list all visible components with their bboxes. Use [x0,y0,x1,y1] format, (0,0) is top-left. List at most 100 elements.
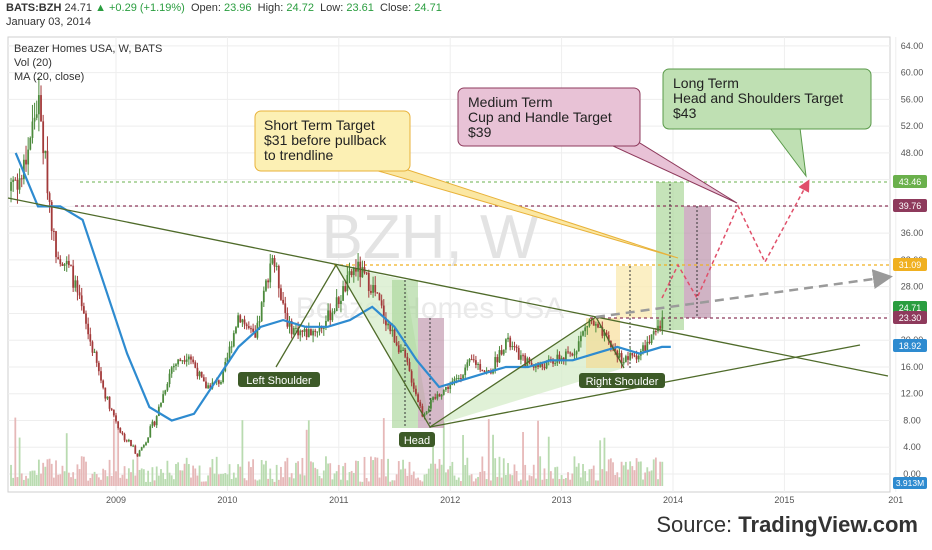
symbol-name: BATS:BZH [6,2,62,14]
volume-bar [389,481,392,486]
volume-bar [235,477,237,486]
volume-bar [567,472,569,486]
volume-bar [52,477,55,486]
candle-body [530,362,533,365]
volume-bar [70,477,72,486]
x-tick-label: 2012 [440,495,460,505]
volume-bar [397,461,400,486]
medium-term-line-1: Medium Term [468,94,553,110]
volume-bar [605,471,608,486]
volume-bar [63,471,66,486]
trendlines [7,197,893,428]
volume-bar [393,480,396,486]
candle-body [350,271,353,276]
candle-body [637,355,640,360]
candle-body [367,272,370,291]
candle-body [252,328,255,332]
volume-bar [119,477,122,486]
volume-bar [224,473,227,486]
volume-bar [288,477,291,486]
volume-bar [316,469,319,486]
candle-body [273,258,276,267]
volume-bar [97,477,100,486]
volume-bar [327,463,329,486]
volume-bar [239,466,242,486]
volume-bars [10,417,664,486]
volume-bar [55,460,57,486]
volume-bar [374,457,377,486]
volume-bar [509,474,512,486]
volume-bar [359,481,362,486]
price-tag-label: 23.30 [899,313,922,323]
volume-bar [157,475,160,486]
volume-bar [273,481,276,486]
volume-bar [190,477,192,486]
candle-body [33,117,36,122]
volume-bar [40,473,42,486]
x-tick-label: 2011 [329,495,348,505]
volume-bar [432,436,434,486]
volume-bar [408,461,411,486]
candle-body [352,268,355,276]
candle-body [455,378,458,380]
last-price: 24.71 [64,2,92,14]
open-value: 23.96 [224,2,252,14]
candle-body [425,411,428,415]
candle-body [78,292,81,296]
candle-body [440,394,443,397]
volume-bar [80,456,83,486]
candle-body [340,300,342,304]
volume-bar [130,472,132,486]
candle-body [453,378,456,382]
volume-bar [14,417,17,486]
candle-body [239,315,242,323]
volume-bar [250,467,252,486]
volume-bar [202,481,205,486]
volume-bar [423,474,426,486]
volume-bar [558,478,561,486]
volume-bar [554,467,557,486]
volume-bar [265,460,267,486]
volume-bar [434,463,437,486]
volume-tag-box [893,477,927,489]
candle-body [200,371,203,378]
volume-bar [475,478,477,486]
candle-body [117,421,120,428]
candle-body [138,450,141,457]
volume-bar [57,474,60,486]
candle-body [337,297,340,304]
volume-bar [134,475,137,486]
candle-body [29,137,32,150]
volume-bar [519,479,522,486]
volume-bar [290,473,293,486]
volume-bar [247,461,250,486]
candle-body [464,367,467,376]
candle-body [166,384,169,391]
volume-bar [457,477,460,486]
projected-path [661,179,810,300]
volume-bar [325,456,327,486]
volume-bar [215,456,218,486]
volume-bar [387,458,389,486]
high-value: 24.72 [286,2,314,14]
volume-bar [410,474,413,486]
candle-body [534,364,537,368]
volume-bar [74,478,77,486]
candle-body [104,387,107,399]
candle-body [541,363,544,367]
candle-body [222,371,225,383]
volume-bar [659,461,662,486]
price-tag-label: 43.46 [899,177,922,187]
legend-title: Beazer Homes USA, W, BATS [14,43,162,55]
volume-bar [494,458,497,486]
volume-bar [132,459,135,486]
candle-body [421,406,424,417]
candle-body [31,121,34,138]
volume-bar [31,470,34,486]
candle-body [400,350,402,353]
candle-body [365,272,368,274]
volume-bar [588,469,591,486]
volume-bar [187,464,190,486]
volume-bar [472,481,475,486]
